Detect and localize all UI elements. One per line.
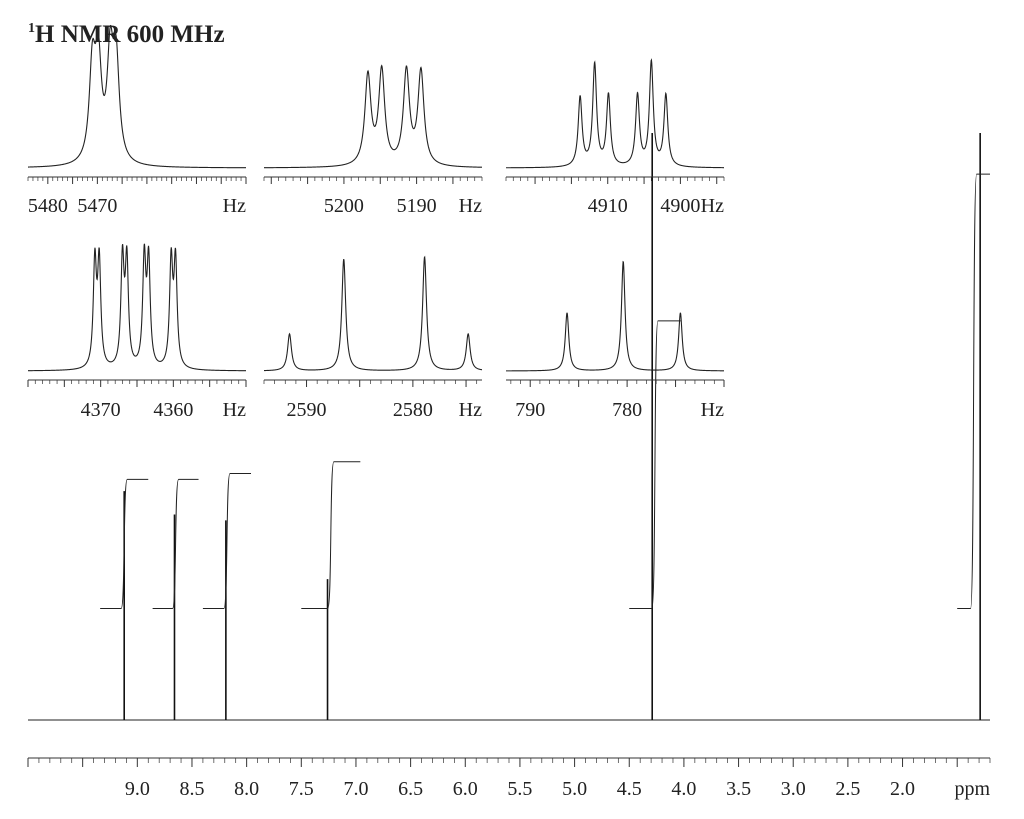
main-tick-label: 3.5 — [726, 778, 751, 800]
tick-label: 4900 — [660, 195, 700, 217]
main-tick-label: 9.0 — [125, 778, 150, 800]
integral-curve-6 — [957, 173, 990, 609]
spectrum-trace — [28, 243, 247, 372]
plots-group: 9.0 8.5 8.0 7.5 7.0 6.5 6.0 5.5 5.0 4.5 4.0 3.5 3.0 2… — [27, 24, 990, 800]
tick-label: 4910 — [588, 195, 628, 217]
main-tick-label: 3.0 — [781, 778, 806, 800]
tick-label: 5200 — [324, 195, 364, 217]
title-superscript: 1 — [28, 21, 35, 36]
main-tick-label: 6.0 — [453, 778, 478, 800]
main-unit-label: ppm — [954, 778, 990, 800]
integral-curve-2 — [152, 478, 199, 609]
main-tick-label: 5.0 — [562, 778, 587, 800]
title-text: H NMR 600 MHz — [35, 21, 225, 48]
tick-label: 4360 — [153, 399, 193, 421]
main-tick-label: 7.5 — [289, 778, 314, 800]
unit-label: Hz — [701, 195, 724, 217]
tick-label: 2590 — [287, 399, 327, 421]
main-tick-label: 2.5 — [835, 778, 860, 800]
spectrum-trace — [506, 58, 724, 169]
tick-label: 5190 — [397, 195, 437, 217]
inset-plot-4: 4370 4360 Hz — [27, 243, 247, 421]
main-tick-label: 8.5 — [179, 778, 204, 800]
inset-plot-5: 2590 2580 Hz — [263, 255, 483, 421]
main-tick-label: 4.5 — [617, 778, 642, 800]
integral-curve-5 — [629, 320, 681, 609]
tick-label: 5470 — [77, 195, 117, 217]
tick-label: 780 — [612, 399, 642, 421]
integral-curve-1 — [100, 478, 149, 609]
tick-label: 5480 — [28, 195, 68, 217]
inset-plot-1: 5480 5470 Hz — [27, 24, 247, 217]
main-spectrum-plot: 9.0 8.5 8.0 7.5 7.0 6.5 6.0 5.5 5.0 4.5 4.0 3.5 3.0 2… — [27, 133, 990, 800]
main-tick-label: 4.0 — [671, 778, 696, 800]
unit-label: Hz — [223, 195, 246, 217]
tick-label: 2580 — [393, 399, 433, 421]
unit-label: Hz — [459, 399, 482, 421]
spectrum-trace — [506, 260, 724, 372]
main-tick-label: 2.0 — [890, 778, 915, 800]
main-tick-label: 7.0 — [343, 778, 368, 800]
spectrum-trace — [28, 24, 246, 169]
figure-title: 1H NMR 600 MHz — [28, 21, 225, 48]
spectrum-trace — [264, 64, 483, 169]
tick-label: 4370 — [81, 399, 121, 421]
main-tick-label: 8.0 — [234, 778, 259, 800]
main-tick-label: 5.5 — [507, 778, 532, 800]
unit-label: Hz — [459, 195, 482, 217]
inset-plot-6: 790 780 Hz — [506, 260, 725, 421]
integral-curve-4 — [301, 461, 361, 609]
unit-label: Hz — [701, 399, 724, 421]
inset-plot-2: 5200 5190 Hz — [263, 64, 483, 217]
integral-curve-3 — [202, 472, 252, 609]
main-tick-label: 6.5 — [398, 778, 423, 800]
spectrum-trace — [263, 255, 483, 372]
inset-plot-3: 4910 4900 Hz — [505, 58, 725, 217]
tick-label: 790 — [515, 399, 545, 421]
unit-label: Hz — [223, 399, 246, 421]
